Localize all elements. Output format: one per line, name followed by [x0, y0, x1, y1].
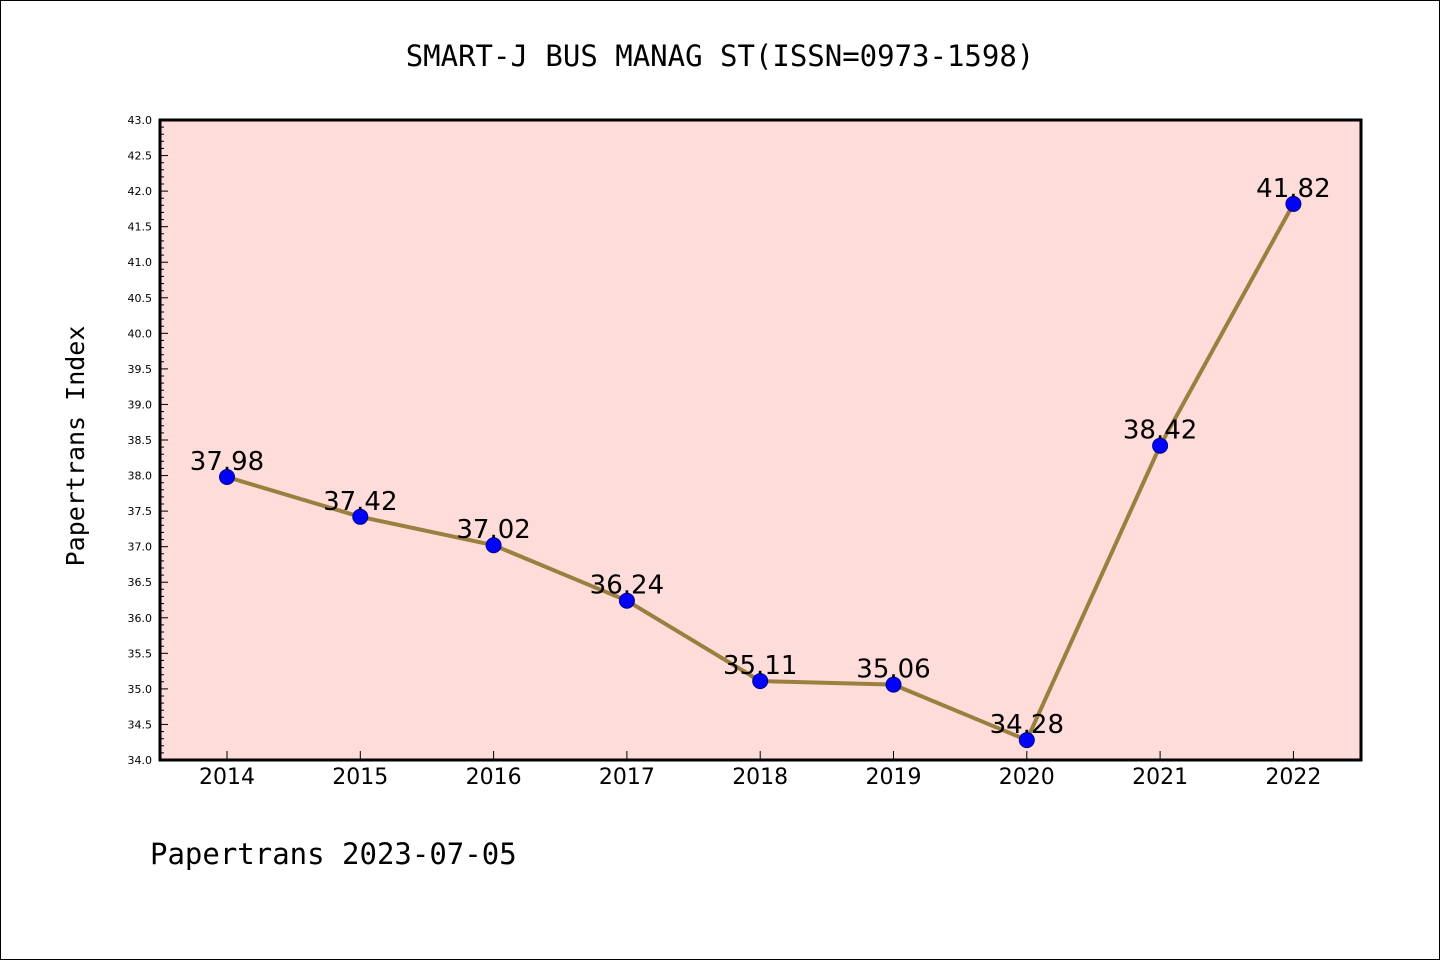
x-tick-label: 2020 [999, 765, 1055, 790]
data-point [1285, 195, 1302, 212]
data-point [485, 537, 502, 554]
y-tick-label: 38.5 [128, 434, 153, 447]
plot-border [158, 118, 1363, 762]
data-point [618, 592, 635, 609]
y-tick-label: 37.0 [128, 541, 153, 554]
y-tick-label: 38.0 [128, 470, 153, 483]
data-label: 37.02 [456, 515, 530, 545]
y-tick-label: 35.0 [128, 683, 153, 696]
y-tick-label: 43.0 [128, 114, 153, 127]
data-label: 36.24 [590, 571, 664, 601]
data-point [352, 508, 369, 525]
data-label: 35.06 [856, 655, 930, 685]
chart-title: SMART-J BUS MANAG ST(ISSN=0973-1598) [406, 39, 1035, 73]
x-tick-label: 2018 [732, 765, 788, 790]
data-label: 37.42 [323, 487, 397, 517]
y-axis: 34.0 34.5 35.0 35.5 36.0 36.5 37.0 37.5 38.0 38.5… [128, 114, 168, 767]
data-label: 35.11 [723, 651, 797, 681]
y-axis-label: Papertrans Index [61, 326, 90, 567]
y-tick-label: 34.5 [128, 718, 153, 731]
x-tick-label: 2021 [1132, 765, 1188, 790]
y-tick-label: 39.5 [128, 363, 153, 376]
y-tick-label: 40.5 [128, 292, 153, 305]
y-tick-label: 42.0 [128, 185, 153, 198]
y-tick-label: 37.5 [128, 505, 153, 518]
y-tick-label: 41.0 [128, 256, 153, 269]
y-tick-label: 40.0 [128, 327, 153, 340]
data-label: 34.28 [990, 710, 1064, 740]
data-label: 38.42 [1123, 416, 1197, 446]
data-markers [219, 195, 1302, 749]
x-tick-label: 2014 [199, 765, 255, 790]
y-tick-label: 36.0 [128, 612, 153, 625]
x-tick-label: 2016 [466, 765, 522, 790]
x-axis: 2014 2015 2016 2017 2018 2019 2020 2021 2022 [199, 751, 1321, 790]
y-tick-label: 41.5 [128, 221, 153, 234]
data-point [219, 468, 235, 485]
data-labels: 37.98 37.42 37.02 36.24 35.11 35.06 34.28 38.42… [190, 174, 1331, 740]
x-tick-label: 2015 [332, 765, 388, 790]
y-tick-label: 34.0 [128, 754, 153, 767]
x-tick-label: 2019 [866, 765, 922, 790]
y-tick-label: 42.5 [128, 150, 153, 163]
y-tick-label: 39.0 [128, 398, 153, 411]
y-tick-label: 35.5 [128, 647, 153, 660]
data-point [885, 676, 902, 693]
y-tick-label: 36.5 [128, 576, 153, 589]
data-label: 37.98 [190, 447, 264, 477]
data-point [1018, 732, 1035, 749]
x-tick-label: 2017 [599, 765, 655, 790]
data-point [1152, 437, 1169, 454]
data-label: 41.82 [1256, 174, 1330, 204]
x-tick-label: 2022 [1265, 765, 1321, 790]
footer-text: Papertrans 2023-07-05 [150, 837, 517, 871]
data-point [752, 673, 769, 690]
